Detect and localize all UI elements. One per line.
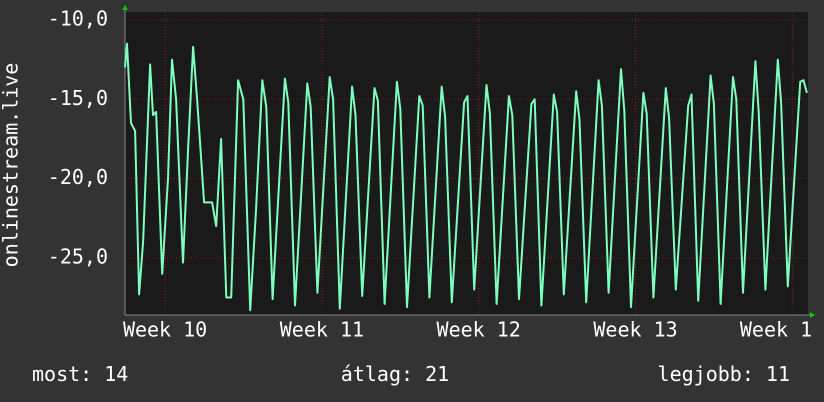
- stat-value: 11: [766, 362, 790, 386]
- arrow: [810, 312, 815, 318]
- x-tick-label: Week 10: [123, 318, 207, 342]
- stat-label: most:: [32, 362, 92, 386]
- stat: átlag: 21: [341, 362, 449, 386]
- y-tick-label: -10,0: [48, 6, 108, 30]
- y-axis-label: onlinestream.live: [0, 63, 23, 268]
- x-tick-label: Week 13: [593, 318, 677, 342]
- stat-value: 14: [104, 362, 128, 386]
- y-tick-label: -15,0: [48, 86, 108, 110]
- stat: most: 14: [32, 362, 128, 386]
- y-tick-label: -20,0: [48, 165, 108, 189]
- stat-value: 21: [425, 362, 449, 386]
- stat-label: átlag:: [341, 362, 413, 386]
- stat-label: legjobb:: [658, 362, 754, 386]
- arrow: [122, 5, 128, 10]
- x-tick-label: Week 12: [437, 318, 521, 342]
- stat: legjobb: 11: [658, 362, 790, 386]
- data-line: [124, 42, 808, 312]
- x-tick-label: Week 1: [740, 318, 812, 342]
- x-tick-label: Week 11: [280, 318, 364, 342]
- y-tick-label: -25,0: [48, 244, 108, 268]
